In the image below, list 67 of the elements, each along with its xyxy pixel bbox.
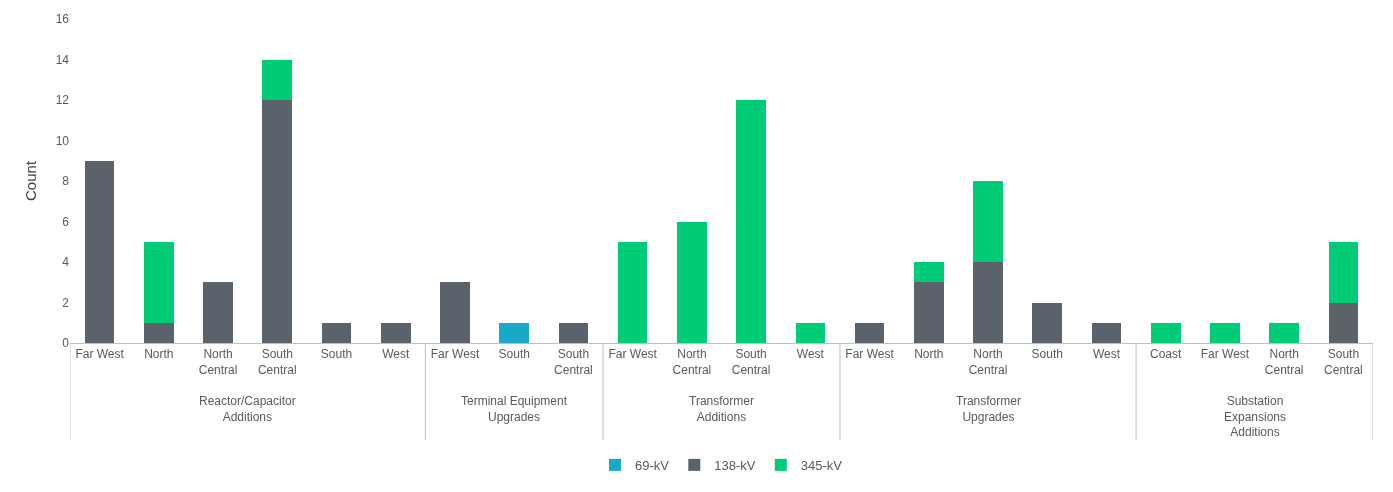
bar bbox=[677, 221, 707, 343]
text: Transformer Upgrades bbox=[956, 394, 1021, 424]
x-tick-label: South Central bbox=[731, 347, 771, 377]
bar bbox=[203, 282, 233, 343]
text: Substation Expansions Additions bbox=[1224, 394, 1287, 440]
bar bbox=[973, 262, 1003, 343]
y-tick-label: 2 bbox=[62, 295, 70, 310]
bar bbox=[1328, 302, 1359, 343]
bar bbox=[440, 282, 470, 343]
bar bbox=[1269, 322, 1299, 343]
y-tick-label: 0 bbox=[62, 336, 70, 351]
x-tick-label: South bbox=[320, 347, 353, 362]
bar bbox=[795, 322, 826, 343]
bar bbox=[144, 322, 174, 343]
y-tick-label: 4 bbox=[62, 255, 70, 270]
x-tick-label: West bbox=[382, 347, 410, 362]
x-tick-label: Far West bbox=[75, 347, 125, 362]
x-tick-label: South Central bbox=[257, 347, 297, 377]
y-tick-label: 12 bbox=[55, 93, 70, 108]
legend-label: 138-kV bbox=[714, 457, 756, 473]
y-tick-label: 6 bbox=[62, 214, 70, 229]
bar bbox=[321, 322, 352, 343]
x-tick-label: North Central bbox=[672, 347, 712, 377]
text: Terminal Equipment Upgrades bbox=[461, 394, 568, 424]
bar bbox=[499, 322, 530, 343]
bar bbox=[380, 322, 411, 343]
bar bbox=[617, 241, 648, 343]
x-tick-label: North Central bbox=[968, 347, 1008, 377]
x-tick-label: South bbox=[1031, 347, 1063, 362]
legend-label: 345-kV bbox=[800, 457, 843, 473]
bar bbox=[1032, 302, 1063, 343]
bar bbox=[84, 160, 115, 343]
y-tick-label: 16 bbox=[55, 12, 70, 27]
bar bbox=[262, 100, 293, 343]
x-tick-label: North bbox=[914, 347, 944, 362]
bar bbox=[913, 262, 944, 283]
bar bbox=[144, 241, 174, 323]
x-tick-label: North Central bbox=[1264, 347, 1304, 377]
bar bbox=[913, 282, 944, 343]
text: Transformer Additions bbox=[689, 394, 754, 424]
x-tick-label: South Central bbox=[1324, 347, 1363, 377]
bar bbox=[1150, 322, 1181, 343]
x-tick-label: Far West bbox=[845, 347, 895, 362]
y-tick-label: 14 bbox=[55, 52, 70, 67]
x-tick-label: South bbox=[498, 347, 530, 362]
bar bbox=[973, 181, 1003, 262]
bar bbox=[854, 322, 885, 343]
bar bbox=[262, 59, 293, 100]
legend-label: 69-kV bbox=[635, 457, 670, 473]
y-tick-label: 10 bbox=[55, 133, 70, 148]
x-tick-label: North Central bbox=[198, 347, 238, 377]
bar bbox=[558, 322, 589, 343]
y-axis-title: Count bbox=[21, 160, 39, 202]
x-tick-label: West bbox=[796, 347, 825, 362]
x-tick-label: Far West bbox=[430, 347, 480, 362]
x-tick-label: West bbox=[1092, 347, 1121, 362]
text: Reactor/Capacitor Additions bbox=[199, 394, 296, 424]
x-tick-label: Coast bbox=[1150, 347, 1183, 362]
bar bbox=[736, 100, 766, 343]
bar bbox=[1210, 322, 1240, 343]
x-tick-label: Far West bbox=[1200, 347, 1250, 362]
y-tick-label: 8 bbox=[62, 174, 70, 189]
x-tick-label: South Central bbox=[554, 347, 593, 377]
x-tick-label: North bbox=[144, 347, 174, 362]
x-tick-label: Far West bbox=[608, 347, 658, 362]
bar bbox=[1328, 241, 1359, 303]
bar bbox=[1091, 322, 1122, 343]
